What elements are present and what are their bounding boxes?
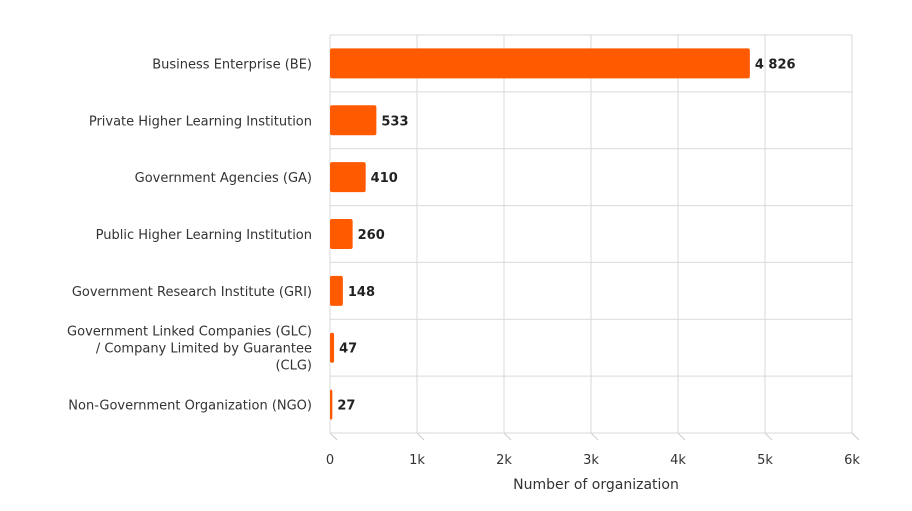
x-tick-label: 3k bbox=[583, 453, 599, 468]
category-label: Government Research Institute (GRI) bbox=[72, 285, 312, 300]
data-label: 4 826 bbox=[755, 57, 796, 72]
x-tick-label: 0 bbox=[326, 453, 334, 468]
bar bbox=[330, 332, 335, 363]
category-label: Government Agencies (GA) bbox=[135, 171, 312, 186]
category-label: Government Linked Companies (GLC) / Compa… bbox=[67, 325, 312, 374]
data-label: 260 bbox=[358, 228, 385, 243]
x-tick-label: 5k bbox=[757, 453, 773, 468]
x-tick-label: 2k bbox=[496, 453, 512, 468]
x-tick-mark bbox=[677, 432, 686, 441]
data-label: 410 bbox=[371, 171, 398, 186]
x-tick-mark bbox=[503, 432, 512, 441]
bar bbox=[330, 219, 353, 249]
data-label: 533 bbox=[381, 114, 408, 129]
x-tick-mark bbox=[329, 432, 338, 441]
bar bbox=[330, 48, 750, 79]
bar bbox=[330, 275, 343, 306]
data-label: 148 bbox=[348, 285, 375, 300]
x-tick-label: 1k bbox=[409, 453, 425, 468]
bar bbox=[330, 162, 366, 193]
grid bbox=[329, 34, 860, 441]
category-label: Business Enterprise (BE) bbox=[152, 57, 312, 72]
bars bbox=[330, 48, 750, 420]
bar bbox=[330, 105, 377, 136]
x-tick-label: 6k bbox=[844, 453, 860, 468]
labels: 0 1k 2k 3k 4k 5k 6k 4 826 Business Enterprise (B… bbox=[67, 57, 860, 468]
category-label: Private Higher Learning Institution bbox=[89, 114, 312, 129]
x-tick-mark bbox=[416, 432, 425, 441]
x-tick-mark bbox=[590, 432, 599, 441]
data-label: 27 bbox=[337, 399, 355, 414]
x-tick-mark bbox=[764, 432, 773, 441]
bar bbox=[330, 389, 333, 420]
x-axis-title: Number of organization bbox=[513, 477, 679, 493]
x-tick-label: 4k bbox=[670, 453, 686, 468]
data-label: 47 bbox=[339, 342, 357, 357]
x-tick-mark bbox=[851, 432, 860, 441]
category-label: Non-Government Organization (NGO) bbox=[68, 399, 312, 414]
category-label: Public Higher Learning Institution bbox=[96, 228, 312, 243]
